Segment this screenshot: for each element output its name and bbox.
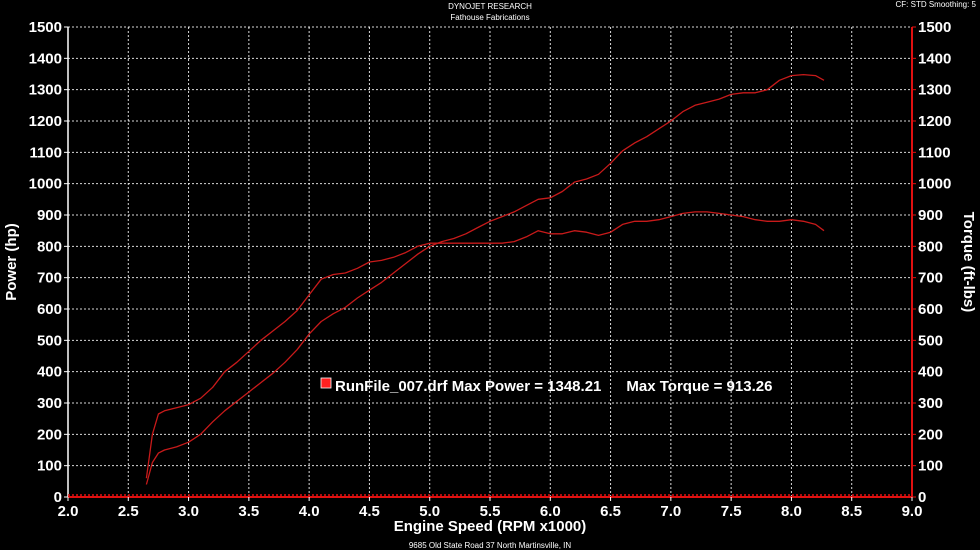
x-tick-label: 6.5	[600, 503, 621, 520]
y-tick-label-right: 800	[918, 238, 943, 255]
y-tick-label-right: 600	[918, 301, 943, 318]
header-title: DYNOJET RESEARCH	[448, 2, 532, 11]
y-tick-label-right: 1200	[918, 113, 951, 130]
y-tick-label-right: 1300	[918, 82, 951, 99]
legend-label: RunFile_007.drf Max Power = 1348.21 Max …	[335, 378, 772, 395]
x-tick-label: 4.5	[359, 503, 380, 520]
series-torque-line	[145, 211, 825, 479]
x-tick-label: 3.0	[178, 503, 199, 520]
footer-address: 9685 Old State Road 37 North Martinsvill…	[408, 541, 572, 550]
y-tick-label-right: 900	[918, 207, 943, 224]
y-tick-label-left: 1100	[29, 144, 62, 161]
y-tick-label-left: 800	[37, 238, 62, 255]
header-subtitle: Fathouse Fabrications	[450, 13, 530, 22]
series-power-line	[145, 73, 825, 485]
x-tick-label: 5.5	[480, 503, 501, 520]
x-tick-label: 8.0	[781, 503, 802, 520]
y-tick-label-right: 1400	[918, 50, 951, 67]
y-tick-label-left: 1400	[29, 50, 62, 67]
y-tick-label-left: 700	[37, 270, 62, 287]
y-tick-label-right: 300	[918, 395, 943, 412]
y-tick-label-left: 300	[37, 395, 62, 412]
x-tick-label: 2.5	[118, 503, 139, 520]
y-tick-label-right: 100	[918, 458, 943, 475]
y-tick-label-left: 600	[37, 301, 62, 318]
x-tick-label: 8.5	[841, 503, 862, 520]
y-tick-label-right: 700	[918, 270, 943, 287]
y-tick-label-left: 1000	[29, 176, 62, 193]
y-tick-label-left: 500	[37, 332, 62, 349]
x-tick-label: 9.0	[902, 503, 923, 520]
y-tick-label-left: 1200	[29, 113, 62, 130]
y-axis-title-right: Torque (ft-lbs)	[960, 212, 977, 313]
y-tick-label-right: 1000	[918, 176, 951, 193]
y-tick-label-left: 100	[37, 458, 62, 475]
x-tick-label: 2.0	[58, 503, 79, 520]
y-tick-label-right: 500	[918, 332, 943, 349]
x-tick-label: 5.0	[419, 503, 440, 520]
y-tick-label-right: 0	[918, 489, 926, 506]
y-tick-label-right: 200	[918, 426, 943, 443]
y-tick-label-left: 200	[37, 426, 62, 443]
x-tick-label: 4.0	[299, 503, 320, 520]
y-tick-label-left: 900	[37, 207, 62, 224]
x-tick-label: 7.5	[721, 503, 742, 520]
y-tick-label-left: 1500	[29, 19, 62, 36]
y-axis-title-left: Power (hp)	[3, 223, 20, 301]
y-tick-label-left: 400	[37, 364, 62, 381]
x-tick-label: 3.5	[238, 503, 259, 520]
y-tick-label-right: 1500	[918, 19, 951, 36]
y-tick-label-left: 0	[54, 489, 62, 506]
x-tick-label: 7.0	[660, 503, 681, 520]
x-tick-label: 6.0	[540, 503, 561, 520]
correction-factor-info: CF: STD Smoothing: 5	[895, 0, 976, 9]
x-axis-title: Engine Speed (RPM x1000)	[394, 518, 587, 535]
y-tick-label-right: 400	[918, 364, 943, 381]
y-tick-label-right: 1100	[918, 144, 951, 161]
legend-marker	[320, 377, 332, 389]
y-tick-label-left: 1300	[29, 82, 62, 99]
